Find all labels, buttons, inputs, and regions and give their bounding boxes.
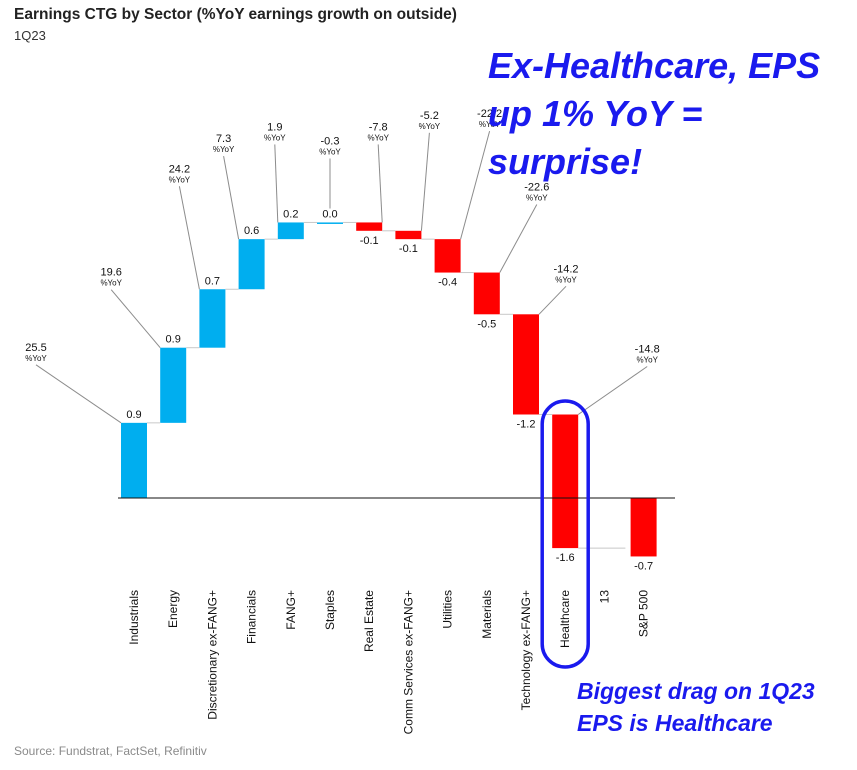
yoy-growth-label-8: -22.2 <box>477 108 502 120</box>
bar-value-label-6: -0.1 <box>360 235 379 247</box>
bar-value-label-0: 0.9 <box>126 409 141 421</box>
yoy-leader-line-6 <box>377 144 383 223</box>
bar-3 <box>238 239 265 290</box>
bar-10 <box>513 314 539 415</box>
category-label-10: Technology ex-FANG+ <box>519 590 533 710</box>
category-label-7: Comm Services ex-FANG+ <box>401 590 415 734</box>
yoy-leader-line-8 <box>460 131 491 240</box>
yoy-growth-label-9: -22.6 <box>524 182 549 194</box>
bar-value-label-9: -0.5 <box>477 318 496 330</box>
chart-subtitle: 1Q23 <box>14 28 46 43</box>
category-label-4: FANG+ <box>284 590 298 630</box>
chart-title: Earnings CTG by Sector (%YoY earnings gr… <box>14 6 457 23</box>
yoy-leader-line-9 <box>499 204 538 273</box>
yoy-unit-label-2: %YoY <box>169 175 191 184</box>
category-label-12: 13 <box>597 590 611 604</box>
yoy-leader-line-11 <box>577 366 648 415</box>
yoy-unit-label-11: %YoY <box>636 356 658 365</box>
yoy-unit-label-10: %YoY <box>555 275 577 284</box>
yoy-growth-label-5: -0.3 <box>321 135 340 147</box>
bar-value-label-4: 0.2 <box>283 208 298 220</box>
healthcare-drag-callout-line1: Biggest drag on 1Q23 <box>577 678 815 704</box>
bar-value-label-3: 0.6 <box>244 225 259 237</box>
surprise-callout-line1: Ex-Healthcare, EPS <box>488 45 821 86</box>
bar-7 <box>395 230 422 240</box>
bar-value-label-7: -0.1 <box>399 243 418 255</box>
bar-value-label-8: -0.4 <box>438 277 457 289</box>
category-label-3: Financials <box>245 590 259 644</box>
bar-value-label-1: 0.9 <box>166 334 181 346</box>
bar-value-label-5: 0.0 <box>322 208 337 220</box>
yoy-unit-label-0: %YoY <box>25 354 47 363</box>
category-label-2: Discretionary ex-FANG+ <box>205 590 219 720</box>
bar-value-label-2: 0.7 <box>205 275 220 287</box>
yoy-unit-label-7: %YoY <box>419 122 441 131</box>
bar-5 <box>317 222 343 224</box>
yoy-leader-line-1 <box>110 289 161 349</box>
yoy-growth-label-0: 25.5 <box>25 342 46 354</box>
bar-13 <box>630 498 657 557</box>
category-label-9: Materials <box>480 590 494 639</box>
bar-value-label-13: -0.7 <box>634 560 653 572</box>
bar-4 <box>277 222 304 240</box>
surprise-callout: Ex-Healthcare, EPS up 1% YoY = surprise! <box>488 42 848 186</box>
bar-value-label-10: -1.2 <box>517 419 536 431</box>
yoy-unit-label-1: %YoY <box>100 279 122 288</box>
yoy-leader-line-4 <box>274 144 279 223</box>
surprise-callout-line2: up 1% YoY = surprise! <box>488 93 703 182</box>
yoy-unit-label-5: %YoY <box>319 147 341 156</box>
yoy-unit-label-8: %YoY <box>479 120 501 129</box>
yoy-growth-label-7: -5.2 <box>420 110 439 122</box>
yoy-unit-label-9: %YoY <box>526 194 548 203</box>
bar-value-label-11: -1.6 <box>556 552 575 564</box>
yoy-leader-line-3 <box>223 156 240 240</box>
category-label-11: Healthcare <box>558 590 572 648</box>
bar-11 <box>552 414 579 549</box>
bar-6 <box>356 222 383 231</box>
healthcare-drag-callout: Biggest drag on 1Q23 EPS is Healthcare <box>577 675 847 739</box>
yoy-growth-label-1: 19.6 <box>100 267 121 279</box>
category-label-13: S&P 500 <box>637 590 651 637</box>
category-label-0: Industrials <box>127 590 141 645</box>
category-label-8: Utilities <box>441 590 455 629</box>
yoy-leader-line-2 <box>178 186 200 290</box>
yoy-growth-label-6: -7.8 <box>369 121 388 133</box>
bar-8 <box>434 239 461 273</box>
category-label-6: Real Estate <box>362 590 376 652</box>
yoy-growth-label-11: -14.8 <box>635 344 660 356</box>
yoy-unit-label-6: %YoY <box>367 133 389 142</box>
yoy-unit-label-3: %YoY <box>213 145 235 154</box>
bar-0 <box>121 422 147 498</box>
category-label-5: Staples <box>323 590 337 630</box>
yoy-unit-label-4: %YoY <box>264 133 286 142</box>
source-note: Source: Fundstrat, FactSet, Refinitiv <box>14 744 207 758</box>
bar-1 <box>160 347 187 423</box>
bar-2 <box>199 289 226 348</box>
yoy-leader-line-0 <box>35 364 122 424</box>
healthcare-highlight-outline <box>540 399 590 669</box>
yoy-leader-line-10 <box>538 285 567 315</box>
category-label-1: Energy <box>166 590 180 628</box>
yoy-growth-label-10: -14.2 <box>553 263 578 275</box>
healthcare-drag-callout-line2: EPS is Healthcare <box>577 710 773 736</box>
bar-9 <box>473 272 500 315</box>
yoy-growth-label-3: 7.3 <box>216 133 231 145</box>
yoy-growth-label-2: 24.2 <box>169 163 190 175</box>
yoy-growth-label-4: 1.9 <box>267 121 282 133</box>
yoy-leader-line-7 <box>420 132 430 231</box>
